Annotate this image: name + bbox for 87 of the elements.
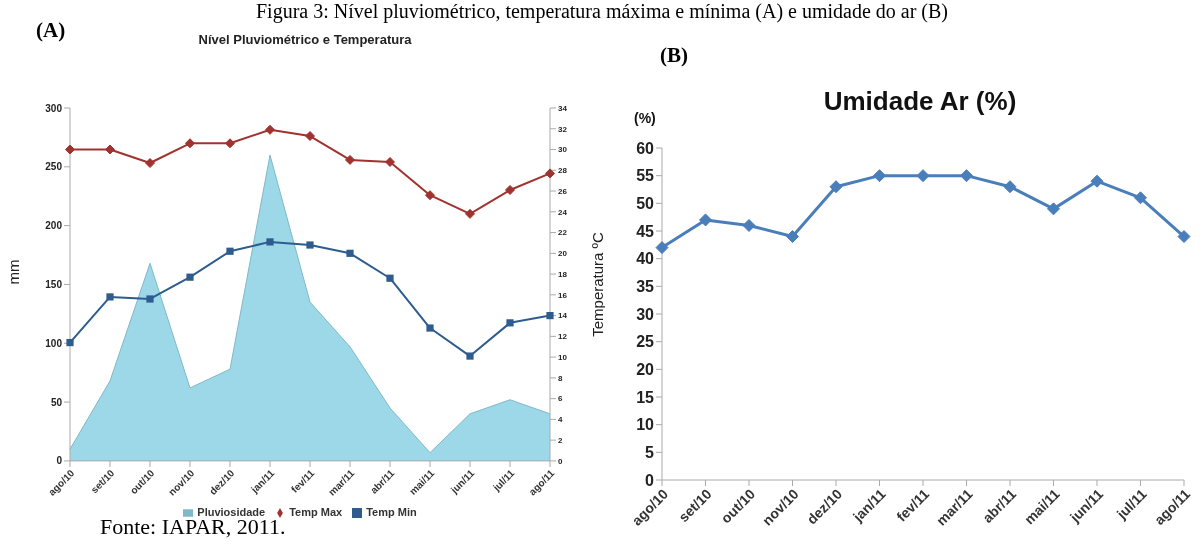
point	[425, 190, 435, 201]
y-tick-label: 15	[636, 388, 655, 406]
y2-tick-label: 18	[558, 269, 568, 279]
point	[546, 311, 554, 320]
chart-title: Umidade Ar (%)	[823, 86, 1017, 116]
y2-tick-label: 6	[558, 394, 563, 404]
legend-label: Pluviosidade	[197, 505, 266, 518]
point	[655, 241, 669, 255]
y-tick-label: 25	[636, 333, 655, 351]
y2-tick-label: 16	[558, 290, 568, 300]
y-tick-label: 300	[45, 102, 63, 114]
point	[185, 138, 195, 149]
point	[305, 131, 315, 142]
y-axis-title: mm	[5, 259, 23, 285]
y-tick-label: 0	[645, 471, 655, 489]
legend-label: Temp Min	[366, 505, 417, 518]
y2-tick-label: 22	[558, 228, 568, 238]
point	[145, 158, 155, 169]
point	[786, 230, 799, 244]
point	[66, 338, 74, 347]
y-tick-label: 55	[636, 167, 655, 185]
y2-tick-label: 30	[558, 145, 568, 155]
point	[1090, 174, 1104, 188]
y-tick-label: 40	[636, 250, 655, 268]
point	[426, 324, 434, 332]
y-tick-label: 150	[45, 279, 63, 290]
legend-label: Temp Max	[289, 505, 343, 518]
point	[505, 185, 515, 195]
y-tick-label: 50	[50, 396, 63, 408]
point	[105, 144, 115, 155]
y-tick-label: 100	[45, 337, 63, 349]
point	[385, 156, 395, 167]
y2-tick-label: 2	[558, 435, 563, 445]
point	[106, 293, 114, 301]
point	[506, 319, 514, 327]
y-tick-label: 35	[636, 278, 655, 296]
point	[225, 138, 235, 149]
y2-tick-label: 10	[558, 352, 568, 362]
point	[466, 352, 474, 360]
point	[465, 208, 475, 219]
y2-tick-label: 28	[558, 166, 568, 176]
y2-tick-label: 14	[558, 311, 568, 321]
point	[699, 213, 712, 227]
point	[266, 238, 274, 246]
y-tick-label: 5	[645, 444, 655, 462]
point	[1047, 202, 1060, 216]
y-tick-label: 60	[636, 139, 655, 157]
point	[345, 154, 355, 165]
point	[873, 169, 886, 183]
y2-tick-label: 0	[558, 456, 563, 466]
y-axis-title: (%)	[634, 110, 656, 126]
point	[829, 180, 843, 194]
y-tick-label: 250	[45, 161, 63, 173]
point	[742, 218, 756, 232]
y2-tick-label: 26	[558, 186, 568, 196]
point	[226, 247, 234, 255]
point	[65, 144, 75, 155]
y2-tick-label: 8	[558, 373, 563, 383]
point	[386, 274, 394, 282]
point	[960, 169, 973, 183]
text: (B)	[660, 43, 688, 68]
y-tick-label: 50	[636, 195, 655, 213]
point	[186, 273, 194, 281]
y-tick-label: 200	[45, 220, 63, 232]
y-tick-label: 20	[636, 361, 655, 379]
y-tick-label: 10	[636, 416, 655, 434]
y2-tick-label: 4	[558, 415, 563, 425]
y2-tick-label: 24	[558, 207, 568, 217]
chart-title: Nível Pluviométrico e Temperatura	[197, 32, 413, 47]
point	[1177, 230, 1191, 244]
point	[346, 249, 354, 257]
point	[146, 295, 154, 303]
text: (A)	[36, 18, 66, 43]
y2-tick-label: 32	[558, 124, 568, 134]
y-tick-label: 45	[636, 222, 655, 240]
point	[306, 241, 314, 249]
text: Figura 3: Nível pluviométrico, temperatura máxima e mínima (A) e umidade do ar (B)	[255, 0, 948, 22]
point	[545, 168, 555, 179]
point	[265, 124, 275, 135]
y2-tick-label: 12	[558, 332, 568, 342]
point	[1134, 191, 1147, 205]
point	[1003, 180, 1017, 194]
point	[916, 169, 930, 183]
y-tick-label: 0	[56, 455, 63, 467]
y2-tick-label: 34	[558, 103, 568, 113]
y-tick-label: 30	[636, 305, 655, 323]
y2-tick-label: 20	[558, 249, 568, 259]
